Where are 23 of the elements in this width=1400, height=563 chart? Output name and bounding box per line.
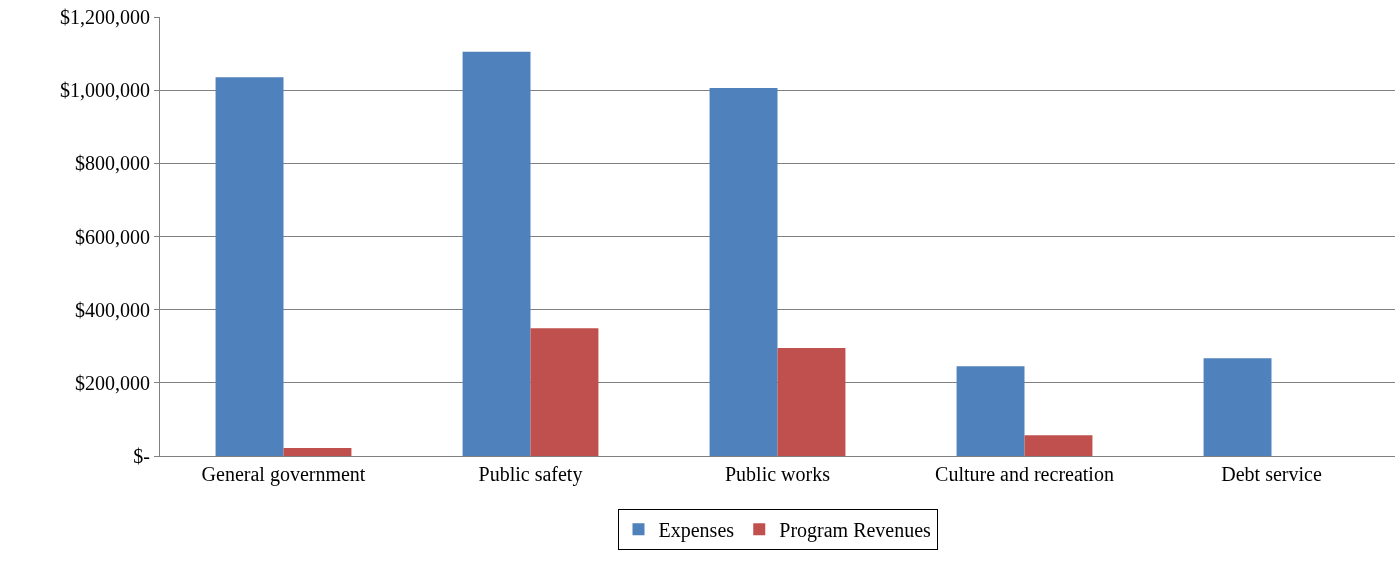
bar — [956, 366, 1025, 456]
y-tick-label: $800,000 — [75, 152, 150, 175]
y-tick-label: $1,200,000 — [60, 6, 150, 28]
bar — [777, 348, 846, 456]
x-tick-label: Public safety — [478, 463, 583, 486]
bar — [462, 51, 531, 456]
x-tick-label: Debt service — [1221, 463, 1322, 485]
bar — [530, 328, 599, 456]
y-tick-label: $600,000 — [75, 225, 150, 248]
y-tick-label: $1,000,000 — [60, 79, 150, 102]
bar — [709, 87, 778, 456]
x-tick-label: Public works — [725, 463, 831, 485]
bar — [215, 77, 284, 456]
x-tick-label: Culture and recreation — [935, 463, 1114, 485]
y-tick-label: $400,000 — [75, 298, 150, 321]
x-tick-label: General government — [201, 463, 366, 486]
legend-label: Program Revenues — [779, 518, 932, 542]
y-tick-label: $- — [133, 445, 150, 467]
bar — [283, 447, 352, 456]
y-tick-label: $200,000 — [75, 371, 150, 394]
bar — [1024, 435, 1093, 456]
legend-label: Expenses — [658, 518, 735, 542]
bar — [1203, 358, 1272, 456]
